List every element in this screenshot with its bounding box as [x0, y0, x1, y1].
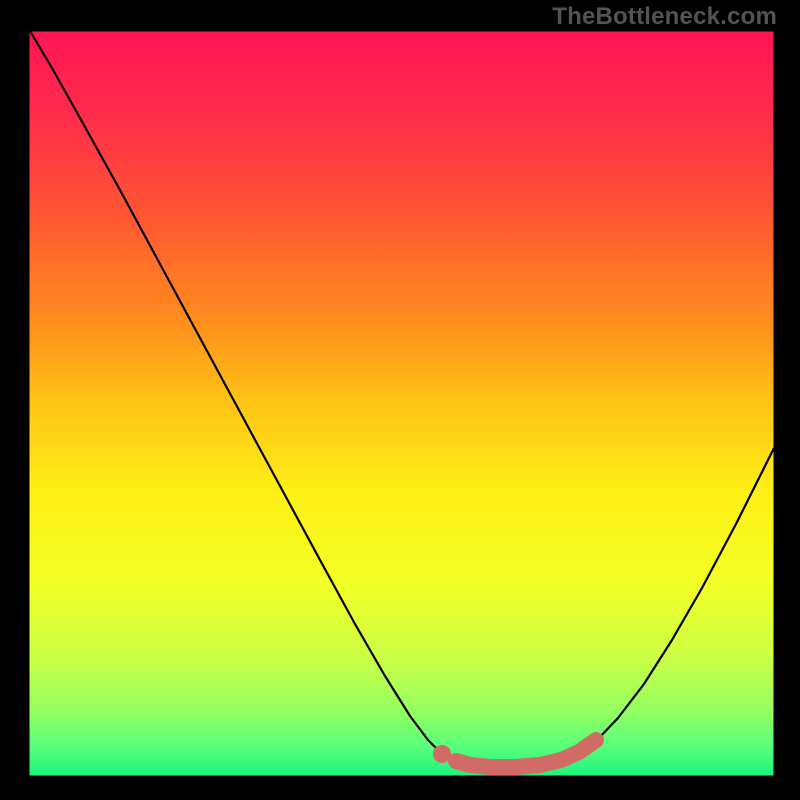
- watermark-text: TheBottleneck.com: [552, 3, 777, 31]
- plot-background: [29, 31, 774, 776]
- bottleneck-chart: [0, 0, 800, 800]
